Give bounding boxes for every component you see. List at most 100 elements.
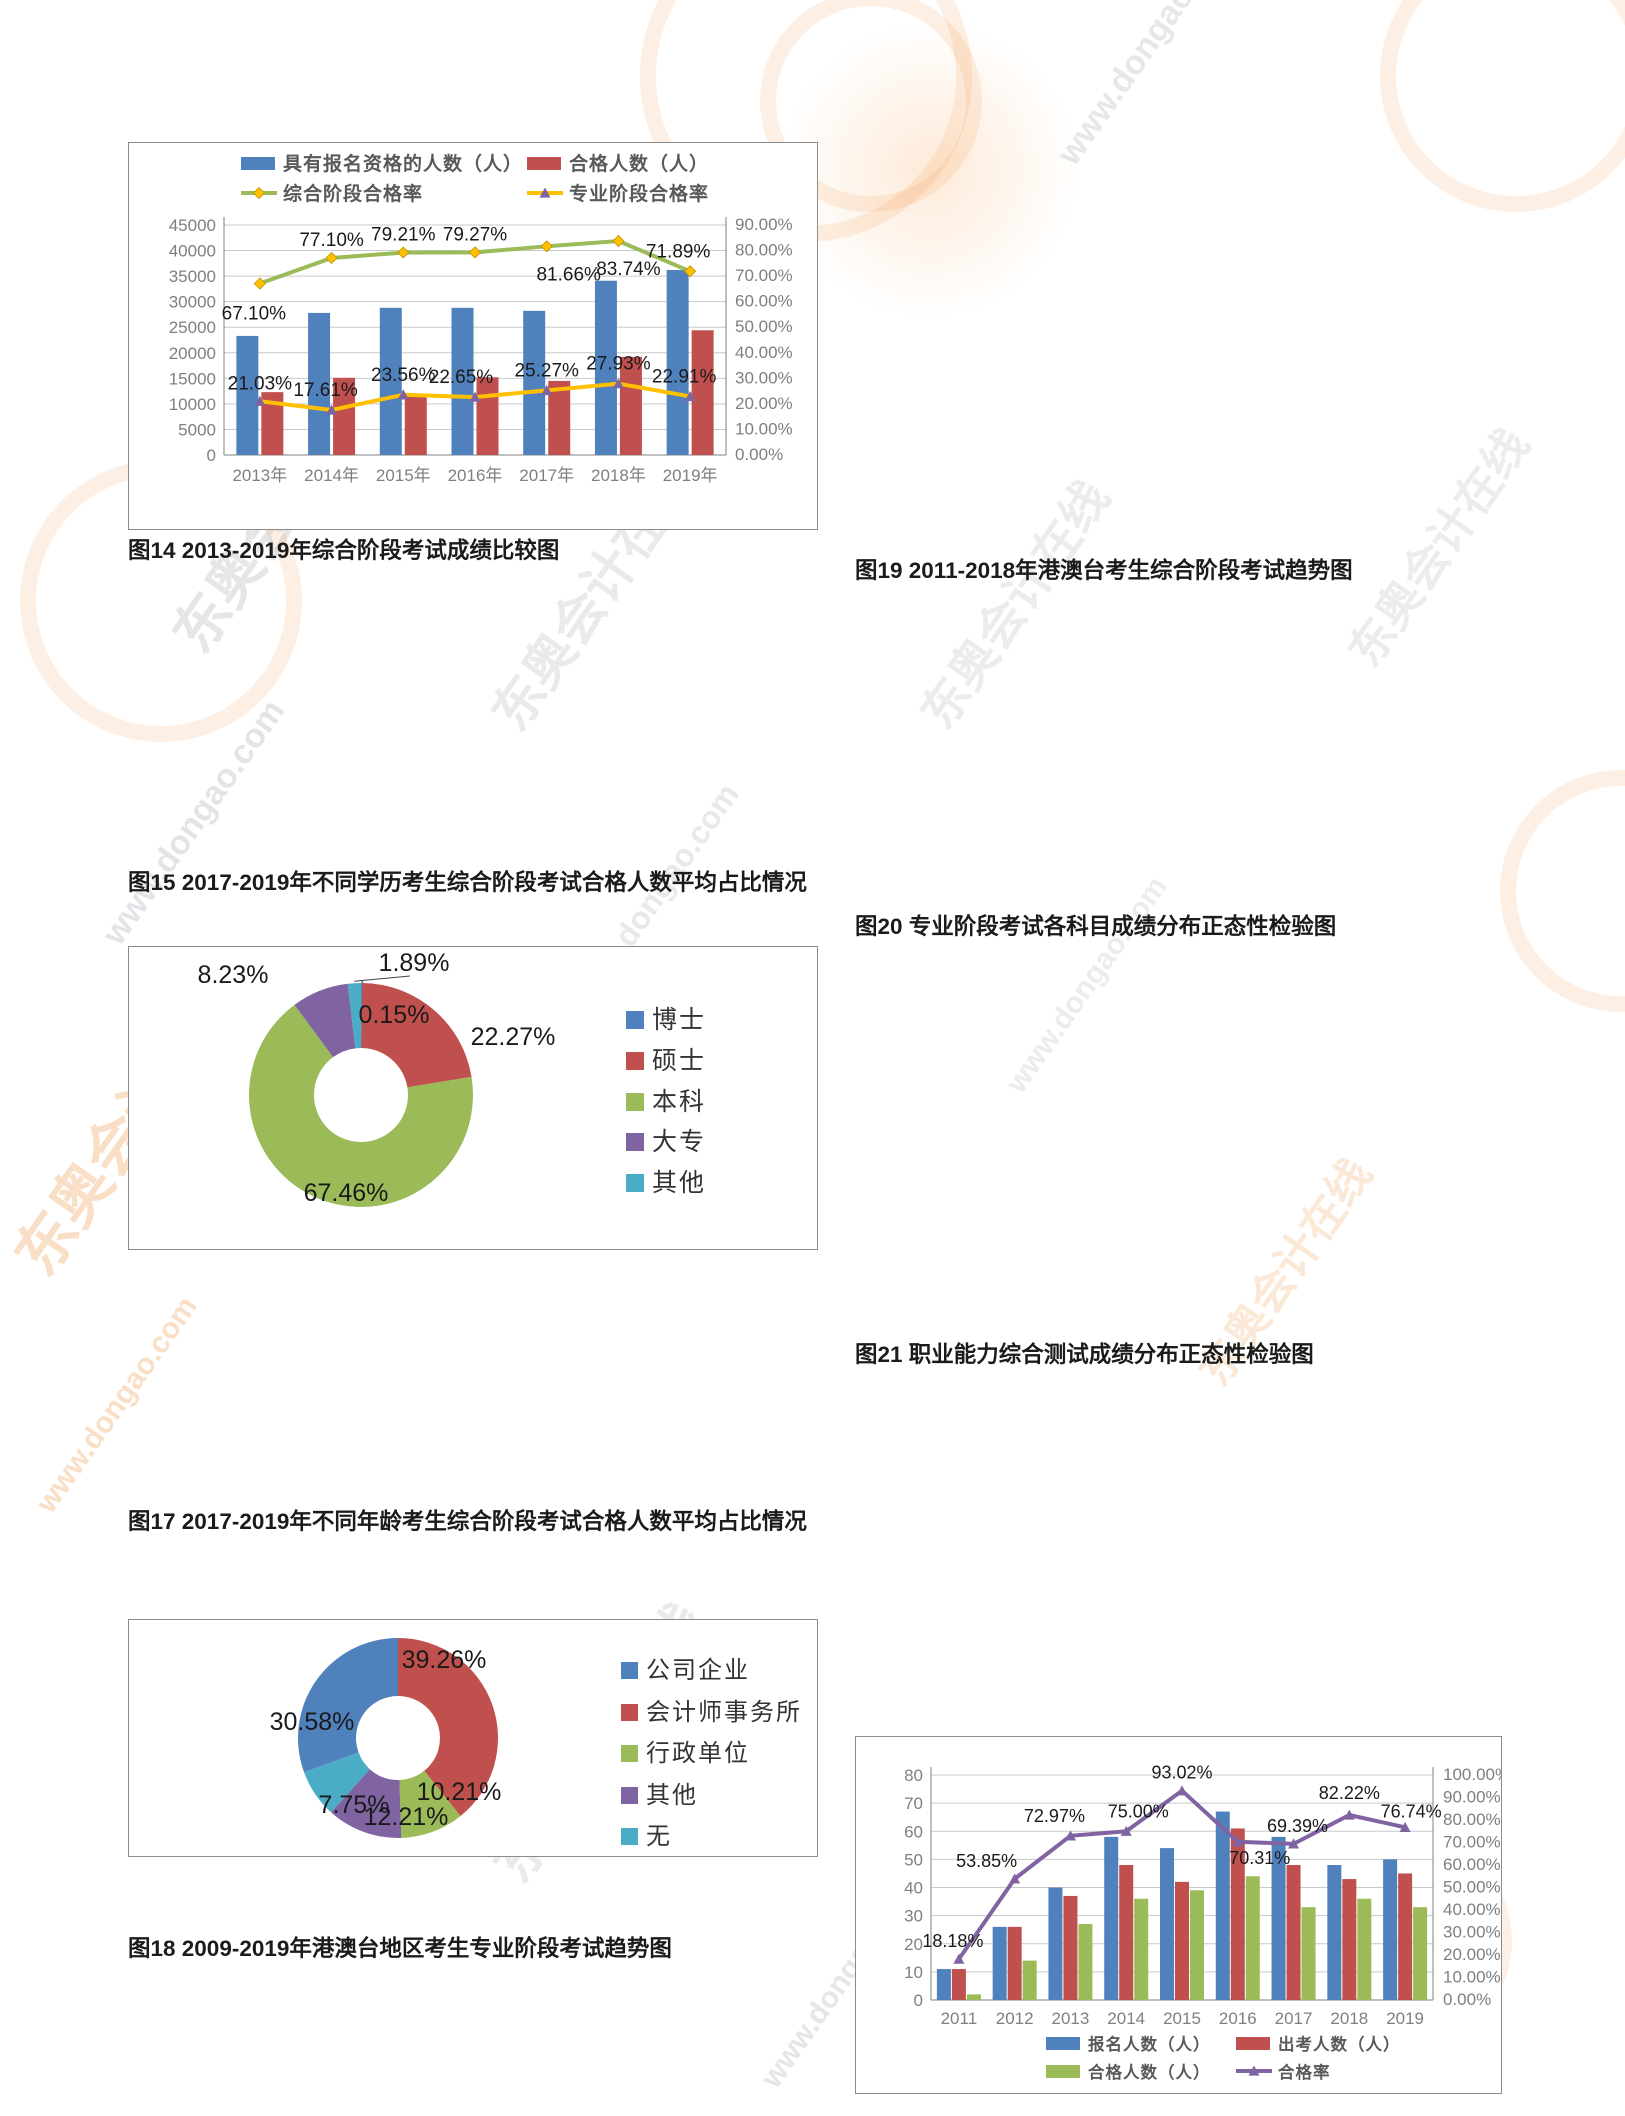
legend-swatch — [621, 1786, 638, 1804]
watermark-ring — [1380, 0, 1625, 212]
svg-text:20000: 20000 — [169, 344, 216, 363]
svg-text:5000: 5000 — [178, 420, 216, 439]
svg-text:出考人数（人）: 出考人数（人） — [1278, 2034, 1401, 2054]
fig14-caption: 图14 2013-2019年综合阶段考试成绩比较图 — [128, 538, 560, 563]
svg-text:2018年: 2018年 — [591, 466, 646, 485]
svg-text:合格人数（人）: 合格人数（人） — [569, 152, 709, 175]
svg-text:2016: 2016 — [1219, 2009, 1257, 2028]
fig19-bars-2 — [966, 1876, 1428, 2000]
svg-text:35000: 35000 — [169, 267, 216, 286]
svg-text:30000: 30000 — [169, 293, 216, 312]
watermark-text: 东奥会计在线 — [911, 472, 1121, 739]
svg-text:67.46%: 67.46% — [304, 1179, 389, 1207]
fig16-svg: 39.26% 10.21%12.21%7.75% 30.58% — [270, 1638, 502, 1838]
legend-swatch — [626, 1011, 644, 1029]
svg-text:7.75%: 7.75% — [319, 1791, 390, 1819]
svg-text:10: 10 — [904, 1963, 923, 1982]
legend-swatch — [621, 1745, 638, 1763]
svg-text:0.15%: 0.15% — [359, 1001, 430, 1029]
watermark-logo-blob — [780, 20, 1080, 320]
legend-swatch — [626, 1092, 644, 1111]
svg-text:82.22%: 82.22% — [1319, 1783, 1380, 1803]
svg-text:合格人数（人）: 合格人数（人） — [1088, 2062, 1211, 2082]
legend-label: 大专 — [652, 1129, 707, 1157]
svg-text:79.21%: 79.21% — [371, 225, 436, 246]
legend-swatch — [621, 1828, 638, 1846]
legend-item: 其他 — [621, 1783, 817, 1811]
fig15-slice-0 — [361, 983, 363, 1049]
svg-text:75.00%: 75.00% — [1108, 1801, 1169, 1821]
svg-text:70: 70 — [904, 1794, 923, 1813]
legend-swatch — [621, 1662, 638, 1679]
fig18-caption: 图18 2009-2019年港澳台地区考生专业阶段考试趋势图 — [128, 1936, 672, 1961]
fig16-donut-chart: 39.26% 10.21% 12.21% 7.75% 30.58% 公司企业 会计师事务所行… — [128, 1619, 818, 1857]
fig15-svg: 0.15% 22.27% 67.46% 8.23% 1.89% — [198, 949, 555, 1207]
svg-text:53.85%: 53.85% — [956, 1851, 1017, 1871]
svg-text:40.00%: 40.00% — [735, 343, 793, 362]
svg-text:15000: 15000 — [169, 369, 216, 388]
svg-text:21.03%: 21.03% — [228, 373, 293, 394]
svg-text:50: 50 — [904, 1850, 923, 1869]
svg-text:93.02%: 93.02% — [1151, 1763, 1212, 1783]
svg-text:76.74%: 76.74% — [1381, 1801, 1442, 1821]
legend-label: 公司企业 — [646, 1658, 750, 1684]
fig16-legend: 公司企业 会计师事务所 行政单位 其他无 — [621, 1658, 817, 1866]
legend-label: 博士 — [652, 1007, 707, 1034]
svg-text:0: 0 — [207, 446, 216, 465]
svg-text:20.00%: 20.00% — [1443, 1945, 1501, 1964]
svg-text:22.65%: 22.65% — [429, 367, 494, 388]
svg-text:10000: 10000 — [169, 395, 216, 414]
svg-text:25000: 25000 — [169, 318, 216, 337]
svg-text:10.00%: 10.00% — [735, 419, 793, 438]
svg-text:80.00%: 80.00% — [735, 241, 793, 260]
svg-text:83.74%: 83.74% — [596, 259, 661, 280]
fig15-donut-chart: 0.15% 22.27% 67.46% 8.23% 1.89% 博士硕士本科大专其他 — [128, 946, 818, 1250]
fig19-svg: 0 10 20 30 40 50 60 70 80 0.00% 10.00% 20.00% 30.00%… — [904, 1763, 1501, 2082]
fig14-svg: 0 5000 10000 15000 20000 25000 30000 35000 40000… — [169, 152, 793, 485]
svg-text:17.61%: 17.61% — [293, 380, 358, 401]
svg-text:2015: 2015 — [1163, 2009, 1201, 2028]
svg-text:77.10%: 77.10% — [299, 230, 364, 251]
svg-text:30.00%: 30.00% — [735, 368, 793, 387]
svg-text:45000: 45000 — [169, 216, 216, 235]
svg-text:2018: 2018 — [1330, 2009, 1368, 2028]
svg-text:2013年: 2013年 — [232, 466, 287, 485]
svg-text:80.00%: 80.00% — [1443, 1810, 1501, 1829]
legend-item: 会计师事务所 — [621, 1700, 817, 1728]
svg-text:30: 30 — [904, 1907, 923, 1926]
svg-text:0: 0 — [914, 1991, 923, 2010]
fig16-slice-2 — [331, 1769, 402, 1838]
svg-text:81.66%: 81.66% — [536, 264, 601, 285]
fig17-caption: 图17 2017-2019年不同年龄考生综合阶段考试合格人数平均占比情况 — [128, 1509, 807, 1534]
svg-text:60: 60 — [904, 1822, 923, 1841]
fig16-slice-4 — [298, 1638, 399, 1773]
svg-text:报名人数（人）: 报名人数（人） — [1088, 2034, 1211, 2054]
svg-text:2016年: 2016年 — [448, 466, 503, 485]
fig15-slice-3 — [294, 983, 356, 1058]
watermark-text: www.dongao.com — [1050, 0, 1248, 172]
svg-text:100.00%: 100.00% — [1443, 1765, 1501, 1784]
svg-text:10.21%: 10.21% — [417, 1778, 502, 1806]
watermark-text: www.dongao.com — [95, 692, 293, 952]
svg-text:0.00%: 0.00% — [735, 445, 783, 464]
svg-text:30.00%: 30.00% — [1443, 1923, 1501, 1942]
svg-text:90.00%: 90.00% — [735, 215, 793, 234]
fig14-bars-0 — [236, 269, 689, 455]
svg-text:2017年: 2017年 — [519, 466, 574, 485]
svg-text:39.26%: 39.26% — [402, 1646, 487, 1674]
legend-item: 行政单位 — [621, 1741, 817, 1769]
watermark-text: www.dongao.com — [1000, 870, 1174, 1099]
svg-text:23.56%: 23.56% — [371, 365, 436, 386]
legend-label: 硕士 — [652, 1047, 707, 1075]
svg-text:2011: 2011 — [941, 2009, 978, 2028]
fig19-caption: 图19 2011-2018年港澳台考生综合阶段考试趋势图 — [855, 558, 1353, 583]
fig15-legend: 博士硕士本科大专其他 — [626, 1007, 776, 1211]
legend-label: 本科 — [652, 1088, 707, 1116]
svg-text:1.89%: 1.89% — [379, 949, 450, 977]
svg-text:69.39%: 69.39% — [1267, 1816, 1328, 1836]
legend-label: 其他 — [652, 1170, 707, 1197]
fig15-slice-4 — [347, 983, 361, 1049]
svg-text:90.00%: 90.00% — [1443, 1788, 1501, 1807]
svg-text:27.93%: 27.93% — [586, 354, 651, 375]
svg-text:60.00%: 60.00% — [735, 292, 793, 311]
